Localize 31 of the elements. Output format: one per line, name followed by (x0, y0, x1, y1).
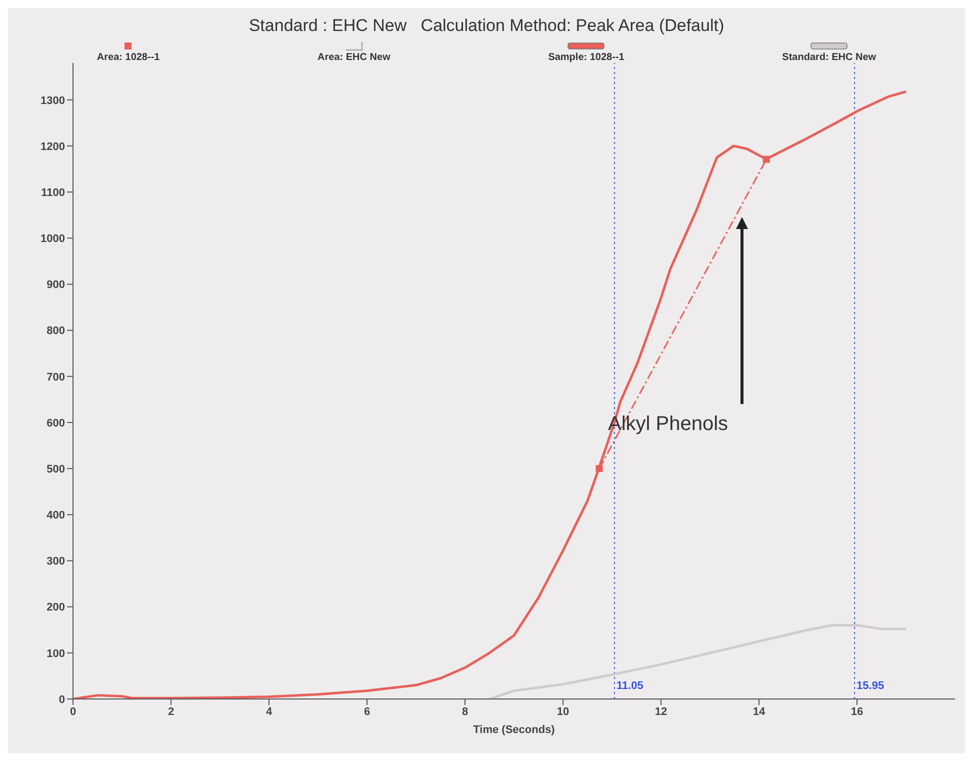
chart-title: Standard : EHC New Calculation Method: Peak Area (Default) (248, 15, 726, 36)
y-tick-label: 1000 (40, 233, 65, 246)
y-tick-label: 1200 (40, 140, 65, 153)
ref-line-label: 11.05 (616, 680, 644, 692)
y-tick-label: 1300 (40, 94, 65, 107)
x-tick-label: 2 (168, 706, 174, 718)
x-axis-title: Time (Seconds) (473, 724, 556, 736)
y-tick-label: 300 (46, 556, 65, 568)
x-tick-label: 8 (462, 706, 468, 718)
x-tick-label: 4 (266, 706, 273, 718)
legend-label: Area: EHC New (318, 52, 390, 63)
y-tick-label: 700 (46, 371, 65, 384)
y-tick-label: 400 (46, 510, 65, 522)
y-tick-label: 600 (46, 417, 65, 430)
x-tick-label: 0 (70, 706, 76, 718)
x-tick-label: 16 (850, 706, 864, 718)
y-tick-label: 800 (46, 325, 65, 338)
y-tick-label: 1100 (41, 186, 65, 199)
y-tick-label: 0 (58, 694, 65, 706)
y-tick-label: 500 (46, 463, 65, 476)
y-tick-label: 200 (46, 602, 65, 614)
y-tick-label: 100 (46, 648, 65, 660)
x-tick-label: 6 (364, 706, 370, 718)
y-tick-label: 900 (46, 279, 65, 292)
ref-line-label: 15.95 (856, 680, 884, 692)
legend-label: Area: 1028--1 (96, 52, 160, 63)
legend-label: Standard: EHC New (782, 52, 876, 63)
x-tick-label: 12 (654, 706, 668, 718)
x-tick-label: 10 (556, 706, 570, 718)
legend-label: Sample: 1028--1 (548, 52, 624, 63)
x-tick-label: 14 (752, 706, 766, 718)
